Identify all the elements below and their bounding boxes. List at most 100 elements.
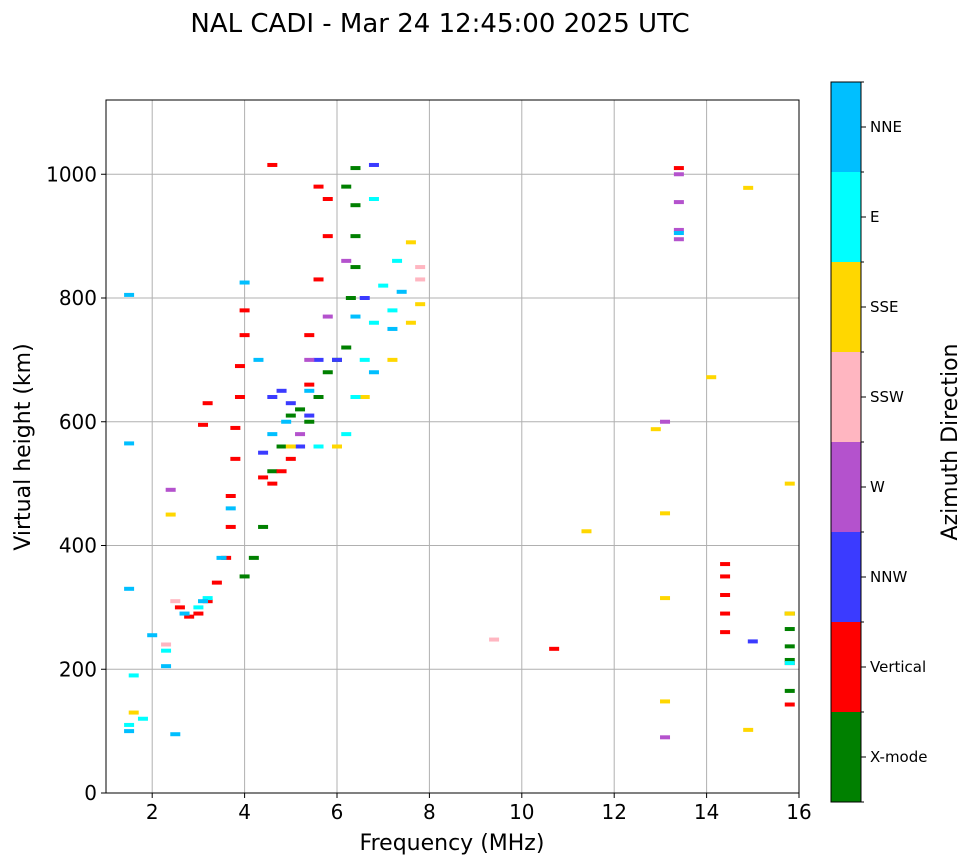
data-point-nne	[170, 732, 181, 737]
data-point-x-mode	[295, 407, 306, 412]
y-tick-label: 800	[59, 286, 97, 310]
colorbar-frame	[830, 81, 862, 803]
data-point-nne	[368, 370, 379, 375]
data-point-sse	[128, 710, 139, 715]
data-point-vertical	[267, 481, 278, 486]
data-point-vertical	[230, 456, 241, 461]
data-point-e	[392, 258, 403, 263]
data-point-vertical	[184, 614, 195, 619]
data-point-e	[202, 596, 213, 601]
colorbar-swatch-nnw	[831, 532, 861, 622]
colorbar-label: Azimuth Direction	[938, 343, 963, 540]
data-point-e	[128, 673, 139, 678]
data-point-w	[165, 487, 176, 492]
data-point-vertical	[193, 611, 204, 616]
data-point-vertical	[174, 605, 185, 610]
colorbar-swatch-sse	[831, 262, 861, 352]
data-point-nne	[198, 599, 209, 604]
data-point-sse	[405, 240, 416, 245]
data-point-w	[304, 357, 315, 362]
data-point-vertical	[720, 630, 731, 635]
data-point-sse	[660, 699, 671, 704]
data-point-vertical	[784, 702, 795, 707]
data-point-x-mode	[313, 395, 324, 399]
x-tick-label: 14	[694, 800, 719, 824]
data-point-w	[673, 237, 684, 242]
plot-grid	[106, 100, 800, 794]
plot-points	[124, 162, 795, 740]
data-point-nnw	[267, 395, 278, 399]
data-point-x-mode	[322, 370, 333, 375]
data-point-w	[322, 314, 333, 319]
data-point-vertical	[225, 524, 236, 529]
data-point-sse	[387, 357, 398, 362]
data-point-ssw	[415, 277, 426, 282]
data-point-nne	[387, 326, 398, 331]
data-point-nnw	[304, 413, 315, 418]
data-point-vertical	[234, 364, 245, 369]
data-point-vertical	[239, 333, 250, 338]
data-point-x-mode	[239, 574, 250, 579]
data-point-w	[673, 227, 684, 232]
data-point-sse	[743, 727, 754, 732]
data-point-x-mode	[285, 413, 296, 418]
x-axis-label: Frequency (MHz)	[360, 831, 545, 856]
data-point-x-mode	[784, 657, 795, 662]
data-point-x-mode	[350, 234, 361, 239]
y-tick-label: 200	[59, 657, 97, 681]
colorbar-tick-label: SSW	[870, 388, 904, 406]
colorbar-swatch-e	[831, 172, 861, 262]
colorbar-tick-label: X-mode	[870, 748, 927, 766]
data-point-e	[784, 661, 795, 666]
data-point-sse	[405, 320, 416, 325]
y-tick-label: 600	[59, 410, 97, 434]
colorbar-swatch-w	[831, 442, 861, 532]
data-point-x-mode	[248, 555, 259, 560]
data-point-nne	[124, 292, 135, 297]
data-point-x-mode	[341, 184, 352, 189]
data-point-w	[660, 419, 671, 424]
data-point-vertical	[322, 197, 333, 201]
data-point-vertical	[234, 395, 245, 399]
colorbar-tick-label: SSE	[870, 298, 899, 316]
data-point-nne	[161, 664, 172, 669]
data-point-x-mode	[341, 345, 352, 350]
data-point-nne	[225, 506, 236, 511]
data-point-vertical	[304, 382, 315, 387]
colorbar-tick-label: E	[870, 208, 879, 226]
y-axis-label: Virtual height (km)	[11, 343, 36, 550]
data-point-vertical	[322, 234, 333, 239]
data-point-vertical	[720, 611, 731, 616]
x-tick-label: 8	[423, 800, 436, 824]
data-point-sse	[415, 302, 426, 307]
colorbar-swatch-nne	[831, 82, 861, 172]
data-point-nne	[124, 586, 135, 591]
data-point-e	[161, 648, 172, 653]
data-point-x-mode	[350, 265, 361, 270]
data-point-nne	[124, 729, 135, 734]
data-point-nne	[350, 314, 361, 319]
data-point-nnw	[258, 450, 269, 455]
x-tick-label: 12	[601, 800, 626, 824]
data-point-nnw	[295, 444, 306, 449]
data-point-vertical	[230, 425, 241, 430]
data-point-e	[350, 395, 361, 399]
data-point-nne	[673, 231, 684, 236]
y-tick-label: 0	[84, 781, 97, 805]
data-point-nne	[396, 289, 407, 294]
data-point-sse	[285, 444, 296, 449]
data-point-x-mode	[345, 296, 356, 300]
data-point-nne	[216, 555, 227, 560]
data-point-e	[137, 716, 148, 721]
x-tick-label: 4	[238, 800, 251, 824]
colorbar-tick-label: NNW	[870, 568, 907, 586]
data-point-x-mode	[784, 688, 795, 693]
x-tick-label: 6	[331, 800, 344, 824]
data-point-vertical	[258, 475, 269, 480]
data-point-x-mode	[350, 166, 361, 171]
data-point-nne	[267, 432, 278, 437]
data-point-nne	[253, 357, 264, 362]
data-point-e	[359, 357, 370, 362]
data-point-sse	[660, 511, 671, 516]
